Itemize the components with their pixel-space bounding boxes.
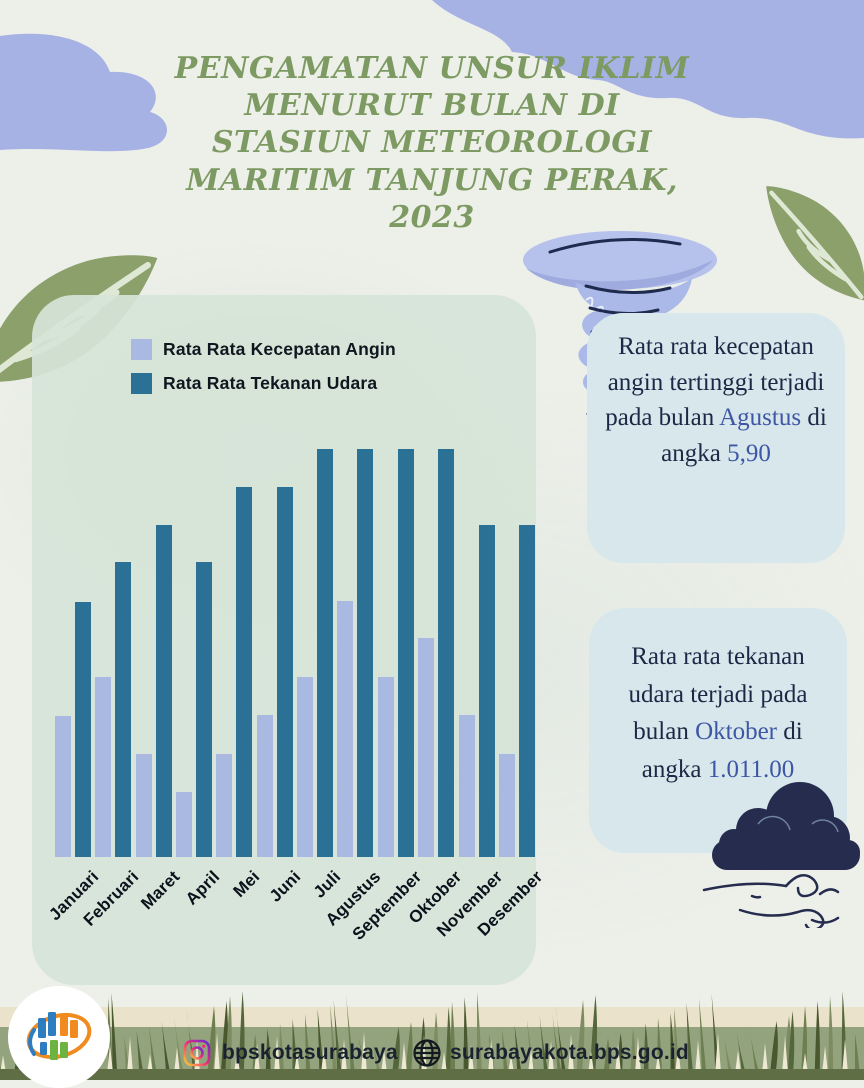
bar-group-september [377, 449, 414, 857]
bar-wind-juni [256, 715, 273, 857]
legend-label: Rata Rata Kecepatan Angin [163, 339, 396, 359]
bar-group-januari [55, 449, 91, 857]
bar-group-oktober [418, 449, 455, 857]
bar-pressure-januari [75, 602, 91, 857]
bar-wind-februari [95, 677, 112, 857]
bar-pressure-oktober [438, 449, 455, 857]
title-line: 2023 [389, 199, 475, 235]
bar-pressure-februari [115, 562, 132, 857]
legend-label: Rata Rata Tekanan Udara [163, 373, 378, 393]
grass-illustration [0, 991, 864, 1080]
bar-wind-november [458, 715, 475, 857]
legend-swatch-pressure [131, 373, 152, 394]
bar-group-maret [135, 449, 172, 857]
bar-chart [55, 449, 535, 857]
top-cloud-decoration [0, 0, 864, 152]
bar-pressure-september [397, 449, 414, 857]
bar-group-mei [216, 449, 253, 857]
legend-item-wind: Rata Rata Kecepatan Angin [131, 339, 396, 360]
card-text: Rata rata kecepatan angin tertinggi terj… [605, 333, 825, 431]
bar-wind-mei [216, 754, 233, 857]
chart-panel: Rata Rata Kecepatan Angin Rata Rata Teka… [32, 295, 546, 985]
leaf-icon [766, 186, 864, 301]
bar-wind-juli [297, 677, 314, 857]
highlight-value: 1.011.00 [707, 755, 795, 783]
x-label-mei: Mei [229, 867, 264, 901]
bar-pressure-juni [276, 486, 293, 857]
title-line: PENGAMATAN UNSUR IKLIM [174, 51, 690, 86]
page-title: PENGAMATAN UNSUR IKLIM MENURUT BULAN DI … [122, 50, 742, 236]
bar-wind-april [176, 792, 193, 857]
bar-group-agustus [337, 449, 374, 857]
bar-group-desember [498, 449, 535, 857]
legend-item-pressure: Rata Rata Tekanan Udara [131, 373, 396, 394]
highlight-month: Agustus [719, 404, 802, 431]
title-line: MENURUT BULAN DI [244, 88, 620, 124]
x-label-april: April [181, 867, 224, 909]
bar-pressure-agustus [357, 449, 374, 857]
bar-wind-januari [55, 715, 71, 857]
x-label-juni: Juni [265, 867, 305, 906]
bar-group-juli [297, 449, 334, 857]
bar-pressure-desember [518, 524, 535, 857]
bar-group-februari [95, 449, 132, 857]
cloud-wind-icon [702, 782, 860, 928]
card-text: di angka [641, 718, 803, 783]
bps-logo-icon [26, 1012, 92, 1060]
wind-speed-card: Rata rata kecepatan angin tertinggi terj… [587, 313, 845, 563]
card-text: di angka [661, 404, 827, 467]
bar-wind-agustus [337, 601, 354, 857]
instagram-icon [183, 1039, 211, 1067]
globe-icon [413, 1039, 441, 1067]
bar-pressure-juli [317, 449, 334, 857]
bar-group-april [176, 449, 213, 857]
bar-group-juni [256, 449, 293, 857]
title-line: MARITIM TANJUNG PERAK, [186, 162, 678, 198]
bar-pressure-mei [236, 486, 253, 857]
bar-wind-maret [135, 754, 152, 857]
legend-swatch-wind [131, 339, 152, 360]
bps-logo [8, 986, 110, 1088]
bar-pressure-april [196, 562, 213, 857]
x-label-maret: Maret [136, 867, 184, 914]
instagram-handle: bpskotasurabaya [222, 1041, 398, 1064]
chart-legend: Rata Rata Kecepatan Angin Rata Rata Teka… [131, 339, 396, 407]
title-line: STASIUN METEOROLOGI [211, 125, 653, 161]
highlight-month: Oktober [695, 718, 777, 745]
bar-group-november [458, 449, 495, 857]
bar-pressure-november [478, 524, 495, 857]
website-url: surabayakota.bps.go.id [450, 1041, 689, 1064]
bar-wind-oktober [418, 637, 435, 857]
highlight-value: 5,90 [727, 439, 771, 467]
card-text: Rata rata tekanan udara terjadi pada bul… [628, 643, 808, 745]
bar-pressure-maret [155, 524, 172, 857]
bar-wind-desember [498, 754, 515, 857]
bar-wind-september [377, 677, 394, 857]
